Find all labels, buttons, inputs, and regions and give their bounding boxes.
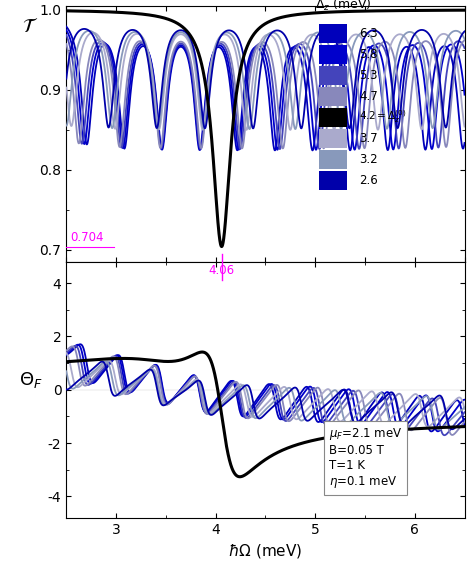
Text: 4.7: 4.7 bbox=[359, 89, 378, 102]
Text: 5.3: 5.3 bbox=[359, 69, 377, 81]
Text: 5.8: 5.8 bbox=[359, 48, 377, 60]
FancyBboxPatch shape bbox=[319, 129, 347, 147]
Text: 6.3: 6.3 bbox=[359, 27, 378, 40]
Text: $\mu_F$=2.1 meV
B=0.05 T
T=1 K
$\eta$=0.1 meV: $\mu_F$=2.1 meV B=0.05 T T=1 K $\eta$=0.… bbox=[329, 426, 403, 490]
FancyBboxPatch shape bbox=[319, 171, 347, 189]
Text: 0.704: 0.704 bbox=[70, 231, 104, 244]
FancyBboxPatch shape bbox=[319, 65, 347, 85]
Y-axis label: $\Theta_F$: $\Theta_F$ bbox=[18, 370, 42, 390]
Text: $\Delta_z$ (meV): $\Delta_z$ (meV) bbox=[315, 0, 372, 13]
FancyBboxPatch shape bbox=[319, 108, 347, 126]
Text: 3.7: 3.7 bbox=[359, 131, 378, 145]
X-axis label: $\hbar\Omega$ (meV): $\hbar\Omega$ (meV) bbox=[228, 542, 302, 560]
Text: $4.2{=}\Delta_z^{(0)}$: $4.2{=}\Delta_z^{(0)}$ bbox=[359, 109, 407, 126]
FancyBboxPatch shape bbox=[319, 150, 347, 168]
Text: 4.06: 4.06 bbox=[209, 264, 235, 277]
Text: 3.2: 3.2 bbox=[359, 152, 378, 166]
FancyBboxPatch shape bbox=[319, 24, 347, 43]
Text: 2.6: 2.6 bbox=[359, 174, 378, 187]
FancyBboxPatch shape bbox=[319, 44, 347, 64]
Y-axis label: $\mathcal{T}$: $\mathcal{T}$ bbox=[22, 18, 39, 36]
FancyBboxPatch shape bbox=[319, 86, 347, 106]
